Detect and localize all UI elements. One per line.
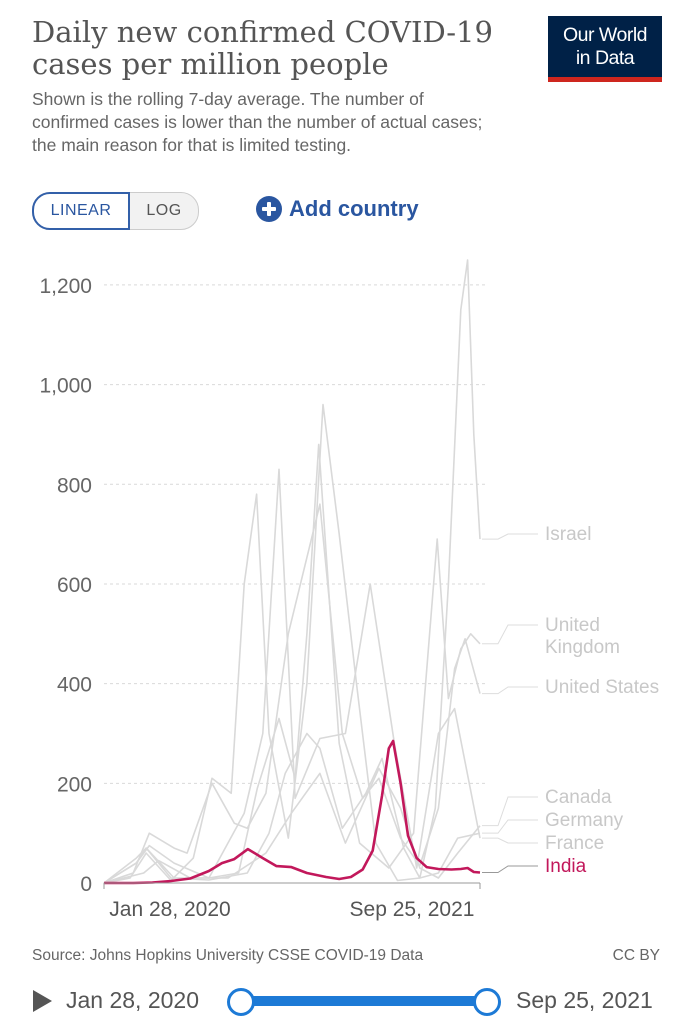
x-tick-label: Sep 25, 2021 (350, 898, 475, 921)
scale-toggle: LINEAR LOG (32, 192, 199, 230)
grid-layer (104, 284, 486, 784)
label-leader-line (482, 819, 538, 834)
y-tick-label: 400 (57, 674, 92, 697)
series-layer (103, 259, 481, 885)
chart-subtitle: Shown is the rolling 7-day average. The … (32, 89, 483, 155)
timeline-slider-track[interactable] (240, 996, 486, 1006)
timeline-controls: Jan 28, 2020 Sep 25, 2021 (0, 982, 692, 1022)
series-label-germany: Germany (545, 810, 624, 831)
y-tick-label: 0 (80, 873, 92, 896)
series-line-israel (103, 259, 481, 884)
timeline-end-date: Sep 25, 2021 (516, 987, 653, 1013)
series-label-united-states: United States (545, 677, 659, 698)
series-line-united-states (103, 503, 481, 884)
series-line-germany (103, 732, 481, 884)
timeline-start-handle[interactable] (227, 988, 255, 1016)
label-leader-line (482, 533, 538, 540)
linear-scale-button[interactable]: LINEAR (32, 192, 130, 230)
owid-logo[interactable]: Our World in Data (548, 16, 662, 82)
x-tick-label: Jan 28, 2020 (109, 898, 230, 921)
source-note: Source: Johns Hopkins University CSSE CO… (32, 947, 424, 964)
label-leader-line (482, 686, 538, 695)
label-leader-line (482, 837, 538, 844)
series-line-france (103, 468, 481, 884)
add-country-label: Add country (289, 196, 419, 221)
logo-line-1: Our World (563, 24, 648, 46)
series-label-united-kingdom: United Kingdom (545, 615, 620, 658)
label-leader-line (482, 796, 538, 827)
series-label-israel: Israel (545, 524, 591, 545)
y-tick-label: 600 (57, 574, 92, 597)
timeline-end-handle[interactable] (473, 988, 501, 1016)
series-label-canada: Canada (545, 787, 612, 808)
y-tick-label: 1,000 (39, 375, 92, 398)
y-tick-label: 200 (57, 773, 92, 796)
logo-red-bar (548, 77, 662, 82)
chart-title: Daily new confirmed COVID-19 cases per m… (32, 15, 493, 81)
line-chart: Israel United Kingdom United States CanadaGe… (39, 259, 659, 921)
label-leader-line (482, 865, 538, 874)
timeline-start-date: Jan 28, 2020 (66, 987, 200, 1013)
label-layer: Israel United Kingdom United States CanadaGe… (482, 524, 659, 877)
y-tick-label: 1,200 (39, 275, 92, 298)
add-country-button[interactable]: Add country (255, 194, 419, 224)
plus-circle-icon (256, 196, 282, 222)
series-label-france: France (545, 833, 604, 854)
axis-layer: 0 200 400 600 800 1,000 1,200 Jan 28, 2020 Sep 2… (39, 275, 481, 921)
series-label-india: India (545, 856, 587, 877)
series-line-united-kingdom (103, 443, 481, 884)
label-leader-line (482, 624, 538, 645)
license-link[interactable]: CC BY (612, 947, 660, 964)
y-tick-label: 800 (57, 474, 92, 497)
logo-line-2: in Data (575, 47, 635, 69)
play-icon[interactable] (33, 990, 52, 1012)
log-scale-button[interactable]: LOG (146, 202, 182, 219)
series-line-india (104, 739, 481, 885)
